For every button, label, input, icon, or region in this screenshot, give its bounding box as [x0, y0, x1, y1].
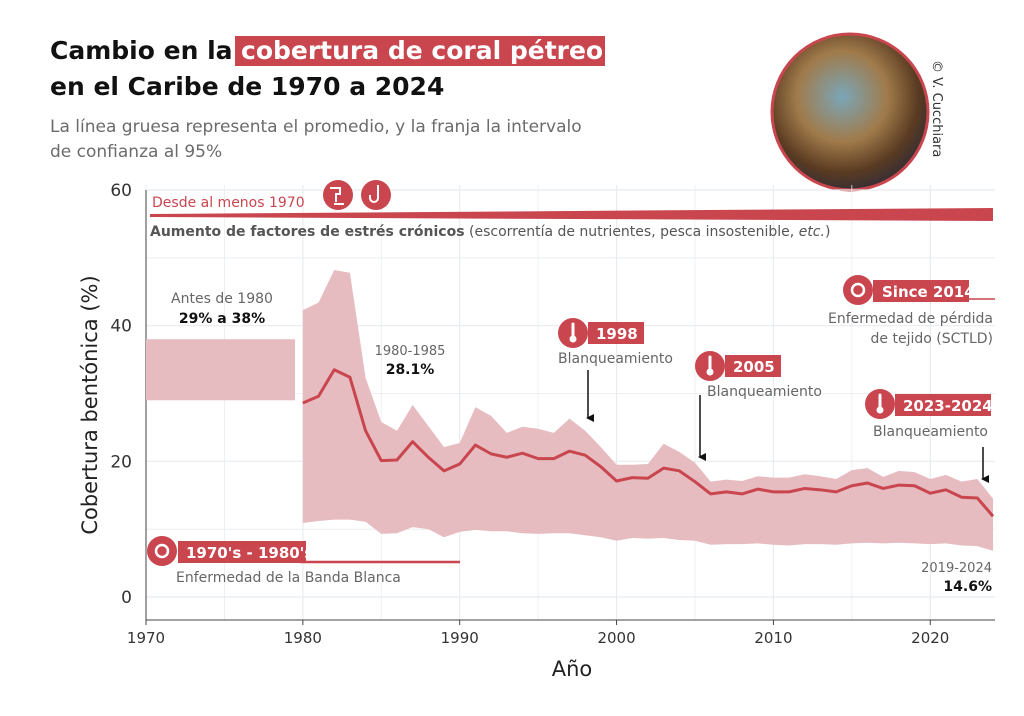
subtitle-line1: La línea gruesa representa el promedio, …	[50, 117, 582, 137]
sctld-line1: Enfermedad de pérdida	[828, 311, 993, 327]
virus-icon	[843, 275, 873, 305]
x-tick-label: 1980	[284, 629, 322, 647]
pre-1980-annotation: Antes de 1980 29% a 38%	[146, 291, 295, 400]
title-line2: en el Caribe de 1970 a 2024	[50, 72, 444, 101]
fishhook-icon	[361, 180, 391, 210]
recent-value: 14.6%	[943, 579, 992, 595]
chronic-label: Desde al menos 1970	[152, 195, 305, 211]
sctld-annotation: Since 2014 Enfermedad de pérdida de teji…	[828, 275, 995, 347]
x-tick-label: 2020	[911, 629, 949, 647]
recent-label: 2019-2024	[921, 561, 992, 576]
chronic-description: Aumento de factores de estrés crónicos (…	[150, 224, 830, 240]
coral-photo	[772, 34, 928, 190]
thermometer-bulb	[707, 369, 714, 376]
bleaching-2023-label: Blanqueamiento	[873, 424, 988, 440]
bleaching-2023-annotation: 2023-2024 Blanqueamiento	[865, 389, 993, 479]
bleaching-2005-tag: 2005	[733, 358, 775, 376]
photo-credit: © V. Cucchiara	[929, 60, 944, 157]
bleaching-2023-tag: 2023-2024	[903, 397, 993, 415]
x-tick-label: 1970	[127, 629, 165, 647]
thermometer-bulb	[877, 407, 884, 414]
sctld-line2: de tejido (SCTLD)	[871, 331, 993, 347]
bleaching-1998-annotation: 1998 Blanqueamiento	[558, 318, 673, 418]
whiteband-tag: 1970's - 1980's	[186, 544, 313, 562]
x-tick-label: 1990	[441, 629, 479, 647]
subtitle-line2: de confianza al 95%	[50, 142, 222, 162]
bleaching-1998-tag: 1998	[596, 325, 638, 343]
bleaching-1998-label: Blanqueamiento	[558, 351, 673, 367]
x-tick-label: 2000	[597, 629, 635, 647]
whiteband-label: Enfermedad de la Banda Blanca	[176, 570, 401, 586]
title-line1-pre: Cambio en la	[50, 36, 233, 65]
y-tick-label: 0	[121, 588, 132, 608]
y-tick-label: 40	[110, 317, 132, 337]
pre-1980-label: Antes de 1980	[171, 291, 273, 307]
y-axis-label: Cobertura bentónica (%)	[78, 275, 102, 534]
title: Cambio en la cobertura de coral pétreo e…	[50, 36, 605, 101]
pre-1980-range-rect	[146, 339, 295, 400]
thermometer-bulb	[570, 336, 577, 343]
y-tick-label: 60	[110, 181, 132, 201]
pre-1980-value: 29% a 38%	[179, 311, 265, 327]
x-tick-label: 2010	[754, 629, 792, 647]
early80s-label: 1980-1985	[375, 344, 446, 359]
whiteband-annotation: 1970's - 1980's Enfermedad de la Banda B…	[147, 536, 460, 586]
bleaching-2005-label: Blanqueamiento	[707, 384, 822, 400]
bleaching-2005-annotation: 2005 Blanqueamiento	[695, 351, 822, 457]
x-axis-label: Año	[552, 657, 593, 681]
title-highlight: cobertura de coral pétreo	[241, 36, 603, 65]
early80s-value: 28.1%	[386, 362, 435, 378]
virus-icon	[147, 536, 177, 566]
sctld-tag: Since 2014	[882, 283, 975, 301]
y-tick-label: 20	[110, 452, 132, 472]
